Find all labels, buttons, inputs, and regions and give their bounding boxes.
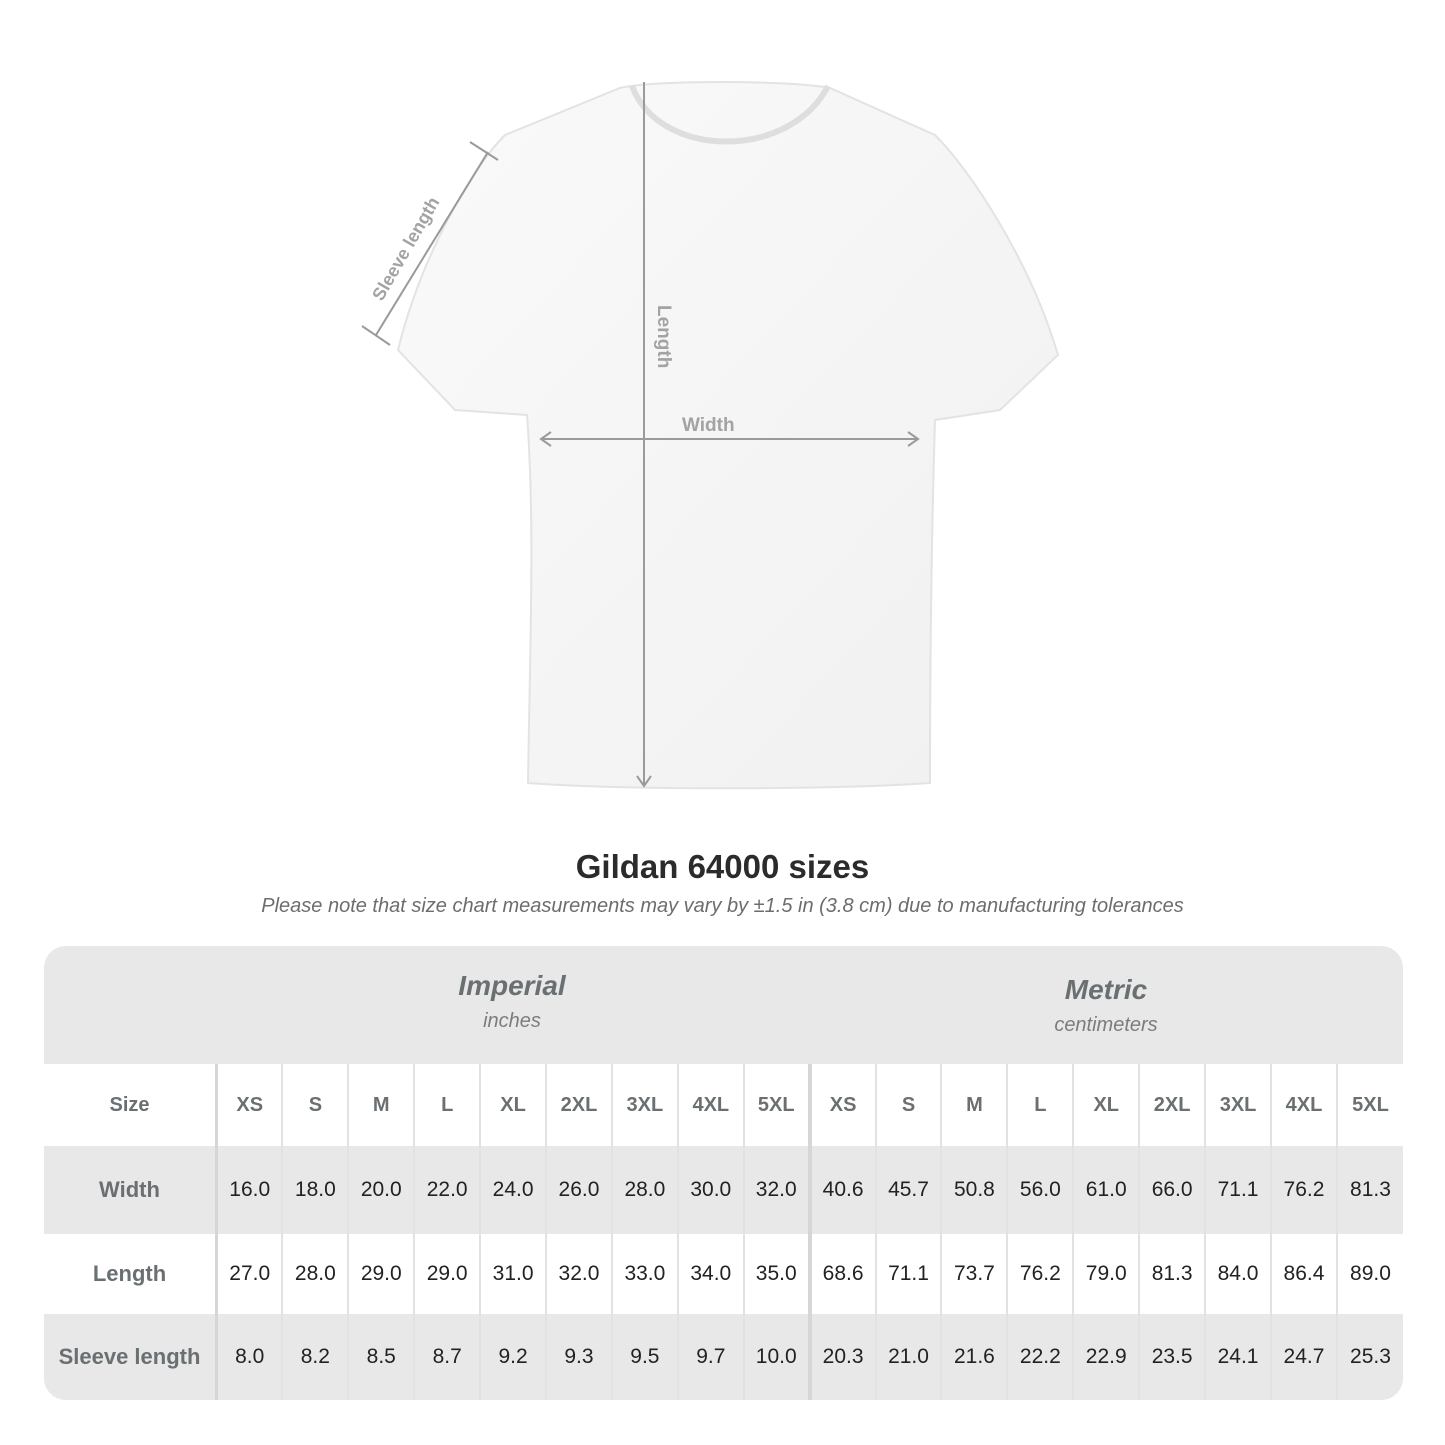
imperial-value-cell: 9.3 <box>545 1314 612 1400</box>
sleeve-measure-line <box>375 151 489 336</box>
imperial-value-cell: 20.0 <box>347 1146 415 1234</box>
length-arrow-bottom-icon <box>636 775 652 788</box>
row-label: Length <box>44 1234 218 1314</box>
metric-value-cell: 56.0 <box>1006 1146 1074 1234</box>
imperial-unit: inches <box>483 1010 541 1032</box>
imperial-header: Imperial inches <box>215 946 809 1064</box>
imperial-value-cell: 32.0 <box>545 1234 612 1314</box>
width-arrow-left-icon <box>539 431 552 447</box>
imperial-size-header: 2XL <box>545 1064 612 1146</box>
imperial-value-cell: 9.2 <box>479 1314 547 1400</box>
metric-size-header: M <box>940 1064 1008 1146</box>
metric-value-cell: 66.0 <box>1138 1146 1206 1234</box>
imperial-value-cell: 8.5 <box>347 1314 415 1400</box>
page-title: Gildan 64000 sizes <box>575 848 870 885</box>
metric-value-cell: 21.6 <box>940 1314 1008 1400</box>
imperial-value-cell: 29.0 <box>413 1234 481 1314</box>
imperial-size-header: M <box>347 1064 415 1146</box>
imperial-size-header: 5XL <box>742 1064 810 1146</box>
metric-size-header: 5XL <box>1335 1064 1403 1146</box>
imperial-value-cell: 9.5 <box>610 1314 678 1400</box>
size-header: Size <box>44 1064 218 1146</box>
metric-value-cell: 73.7 <box>940 1234 1008 1314</box>
imperial-value-cell: 31.0 <box>479 1234 547 1314</box>
metric-value-cell: 84.0 <box>1204 1234 1271 1314</box>
imperial-size-header: XS <box>215 1064 283 1146</box>
metric-size-header: 4XL <box>1270 1064 1337 1146</box>
size-table: Size XS S M L XL 2XL 3XL 4XL 5XL XS S M L XL 2XL 3XL 4XL 5… <box>44 1064 1403 1400</box>
imperial-size-header: S <box>281 1064 349 1146</box>
imperial-value-cell: 22.0 <box>413 1146 481 1234</box>
tshirt-collar <box>629 84 831 145</box>
metric-value-cell: 89.0 <box>1335 1234 1403 1314</box>
table-row: Width 16.0 18.0 20.0 22.0 24.0 26.0 28.0 30.0 32.… <box>44 1146 1403 1234</box>
metric-size-header: S <box>874 1064 942 1146</box>
imperial-value-cell: 8.0 <box>215 1314 283 1400</box>
metric-value-cell: 81.3 <box>1138 1234 1206 1314</box>
metric-title: Metric <box>1064 974 1148 1005</box>
metric-size-header: 2XL <box>1138 1064 1206 1146</box>
metric-value-cell: 45.7 <box>874 1146 942 1234</box>
metric-value-cell: 71.1 <box>1204 1146 1271 1234</box>
imperial-value-cell: 16.0 <box>215 1146 283 1234</box>
table-header-row: Size XS S M L XL 2XL 3XL 4XL 5XL XS S M L XL 2XL 3XL 4XL 5… <box>44 1064 1403 1146</box>
imperial-title: Imperial <box>458 970 566 1001</box>
imperial-value-cell: 30.0 <box>676 1146 744 1234</box>
metric-value-cell: 76.2 <box>1270 1146 1337 1234</box>
imperial-value-cell: 29.0 <box>347 1234 415 1314</box>
imperial-value-cell: 32.0 <box>742 1146 810 1234</box>
imperial-value-cell: 28.0 <box>610 1146 678 1234</box>
imperial-value-cell: 34.0 <box>676 1234 744 1314</box>
metric-value-cell: 71.1 <box>874 1234 942 1314</box>
table-row: Sleeve length 8.0 8.2 8.5 8.7 9.2 9.3 9.5 9.7 10.… <box>44 1314 1403 1400</box>
metric-value-cell: 86.4 <box>1270 1234 1337 1314</box>
metric-value-cell: 50.8 <box>940 1146 1008 1234</box>
imperial-size-header: L <box>413 1064 481 1146</box>
metric-value-cell: 25.3 <box>1335 1314 1403 1400</box>
metric-header: Metric centimeters <box>809 946 1403 1064</box>
imperial-value-cell: 9.7 <box>676 1314 744 1400</box>
metric-value-cell: 24.1 <box>1204 1314 1271 1400</box>
tshirt-image <box>396 81 1060 790</box>
imperial-value-cell: 27.0 <box>215 1234 283 1314</box>
metric-value-cell: 61.0 <box>1072 1146 1140 1234</box>
imperial-value-cell: 18.0 <box>281 1146 349 1234</box>
row-label: Sleeve length <box>44 1314 218 1400</box>
tolerance-note: Please note that size chart measurements… <box>261 895 1184 917</box>
metric-value-cell: 20.3 <box>807 1314 876 1400</box>
imperial-value-cell: 33.0 <box>610 1234 678 1314</box>
metric-value-cell: 40.6 <box>807 1146 876 1234</box>
imperial-value-cell: 8.7 <box>413 1314 481 1400</box>
imperial-value-cell: 28.0 <box>281 1234 349 1314</box>
imperial-value-cell: 8.2 <box>281 1314 349 1400</box>
metric-size-header: L <box>1006 1064 1074 1146</box>
width-label: Width <box>682 415 735 436</box>
metric-size-header: XL <box>1072 1064 1140 1146</box>
metric-value-cell: 81.3 <box>1335 1146 1403 1234</box>
length-label: Length <box>653 305 674 368</box>
size-table-panel: Imperial inches Metric centimeters Size X… <box>44 946 1403 1400</box>
imperial-value-cell: 24.0 <box>479 1146 547 1234</box>
table-row: Length 27.0 28.0 29.0 29.0 31.0 32.0 33.0 34.0 35… <box>44 1234 1403 1314</box>
metric-size-header: XS <box>807 1064 876 1146</box>
metric-value-cell: 22.9 <box>1072 1314 1140 1400</box>
metric-value-cell: 23.5 <box>1138 1314 1206 1400</box>
width-arrow-right-icon <box>907 431 920 447</box>
metric-value-cell: 21.0 <box>874 1314 942 1400</box>
metric-unit: centimeters <box>1054 1014 1158 1036</box>
metric-value-cell: 68.6 <box>807 1234 876 1314</box>
tshirt-diagram: Sleeve length Length Width <box>361 81 1060 790</box>
imperial-size-header: XL <box>479 1064 547 1146</box>
imperial-size-header: 4XL <box>676 1064 744 1146</box>
metric-value-cell: 76.2 <box>1006 1234 1074 1314</box>
imperial-value-cell: 10.0 <box>742 1314 810 1400</box>
imperial-value-cell: 35.0 <box>742 1234 810 1314</box>
metric-size-header: 3XL <box>1204 1064 1271 1146</box>
row-label: Width <box>44 1146 218 1234</box>
metric-value-cell: 22.2 <box>1006 1314 1074 1400</box>
metric-value-cell: 79.0 <box>1072 1234 1140 1314</box>
imperial-size-header: 3XL <box>610 1064 678 1146</box>
metric-value-cell: 24.7 <box>1270 1314 1337 1400</box>
imperial-value-cell: 26.0 <box>545 1146 612 1234</box>
